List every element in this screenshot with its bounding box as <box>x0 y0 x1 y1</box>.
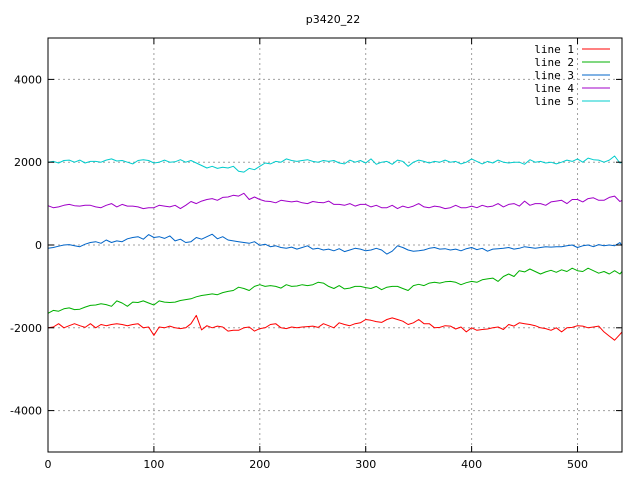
y-tick-label: 4000 <box>14 73 42 86</box>
grid-lines <box>48 38 622 452</box>
legend-label: line 5 <box>534 95 574 108</box>
x-tick-label: 0 <box>45 458 52 471</box>
x-tick-label: 200 <box>249 458 270 471</box>
y-tick-label: -2000 <box>10 322 42 335</box>
y-tick-label: 2000 <box>14 156 42 169</box>
series-line-5 <box>47 149 623 173</box>
axes: 0 100 200 300 400 500 -4000 -2000 0 2000 4000 <box>10 38 622 471</box>
x-tick-label: 500 <box>567 458 588 471</box>
legend-label: line 3 <box>534 69 574 82</box>
x-tick-label: 300 <box>355 458 376 471</box>
y-tick-label: 0 <box>35 239 42 252</box>
series-line-3 <box>47 232 623 255</box>
y-tick-label: -4000 <box>10 405 42 418</box>
series-lines <box>47 149 623 341</box>
series-line-2 <box>47 267 623 314</box>
legend-label: line 4 <box>534 82 574 95</box>
chart-title: p3420_22 <box>306 13 360 26</box>
legend-label: line 2 <box>534 56 574 69</box>
series-line-4 <box>47 188 623 210</box>
series-line-1 <box>47 314 623 341</box>
x-tick-label: 400 <box>461 458 482 471</box>
x-tick-label: 100 <box>143 458 164 471</box>
legend-label: line 1 <box>534 43 574 56</box>
